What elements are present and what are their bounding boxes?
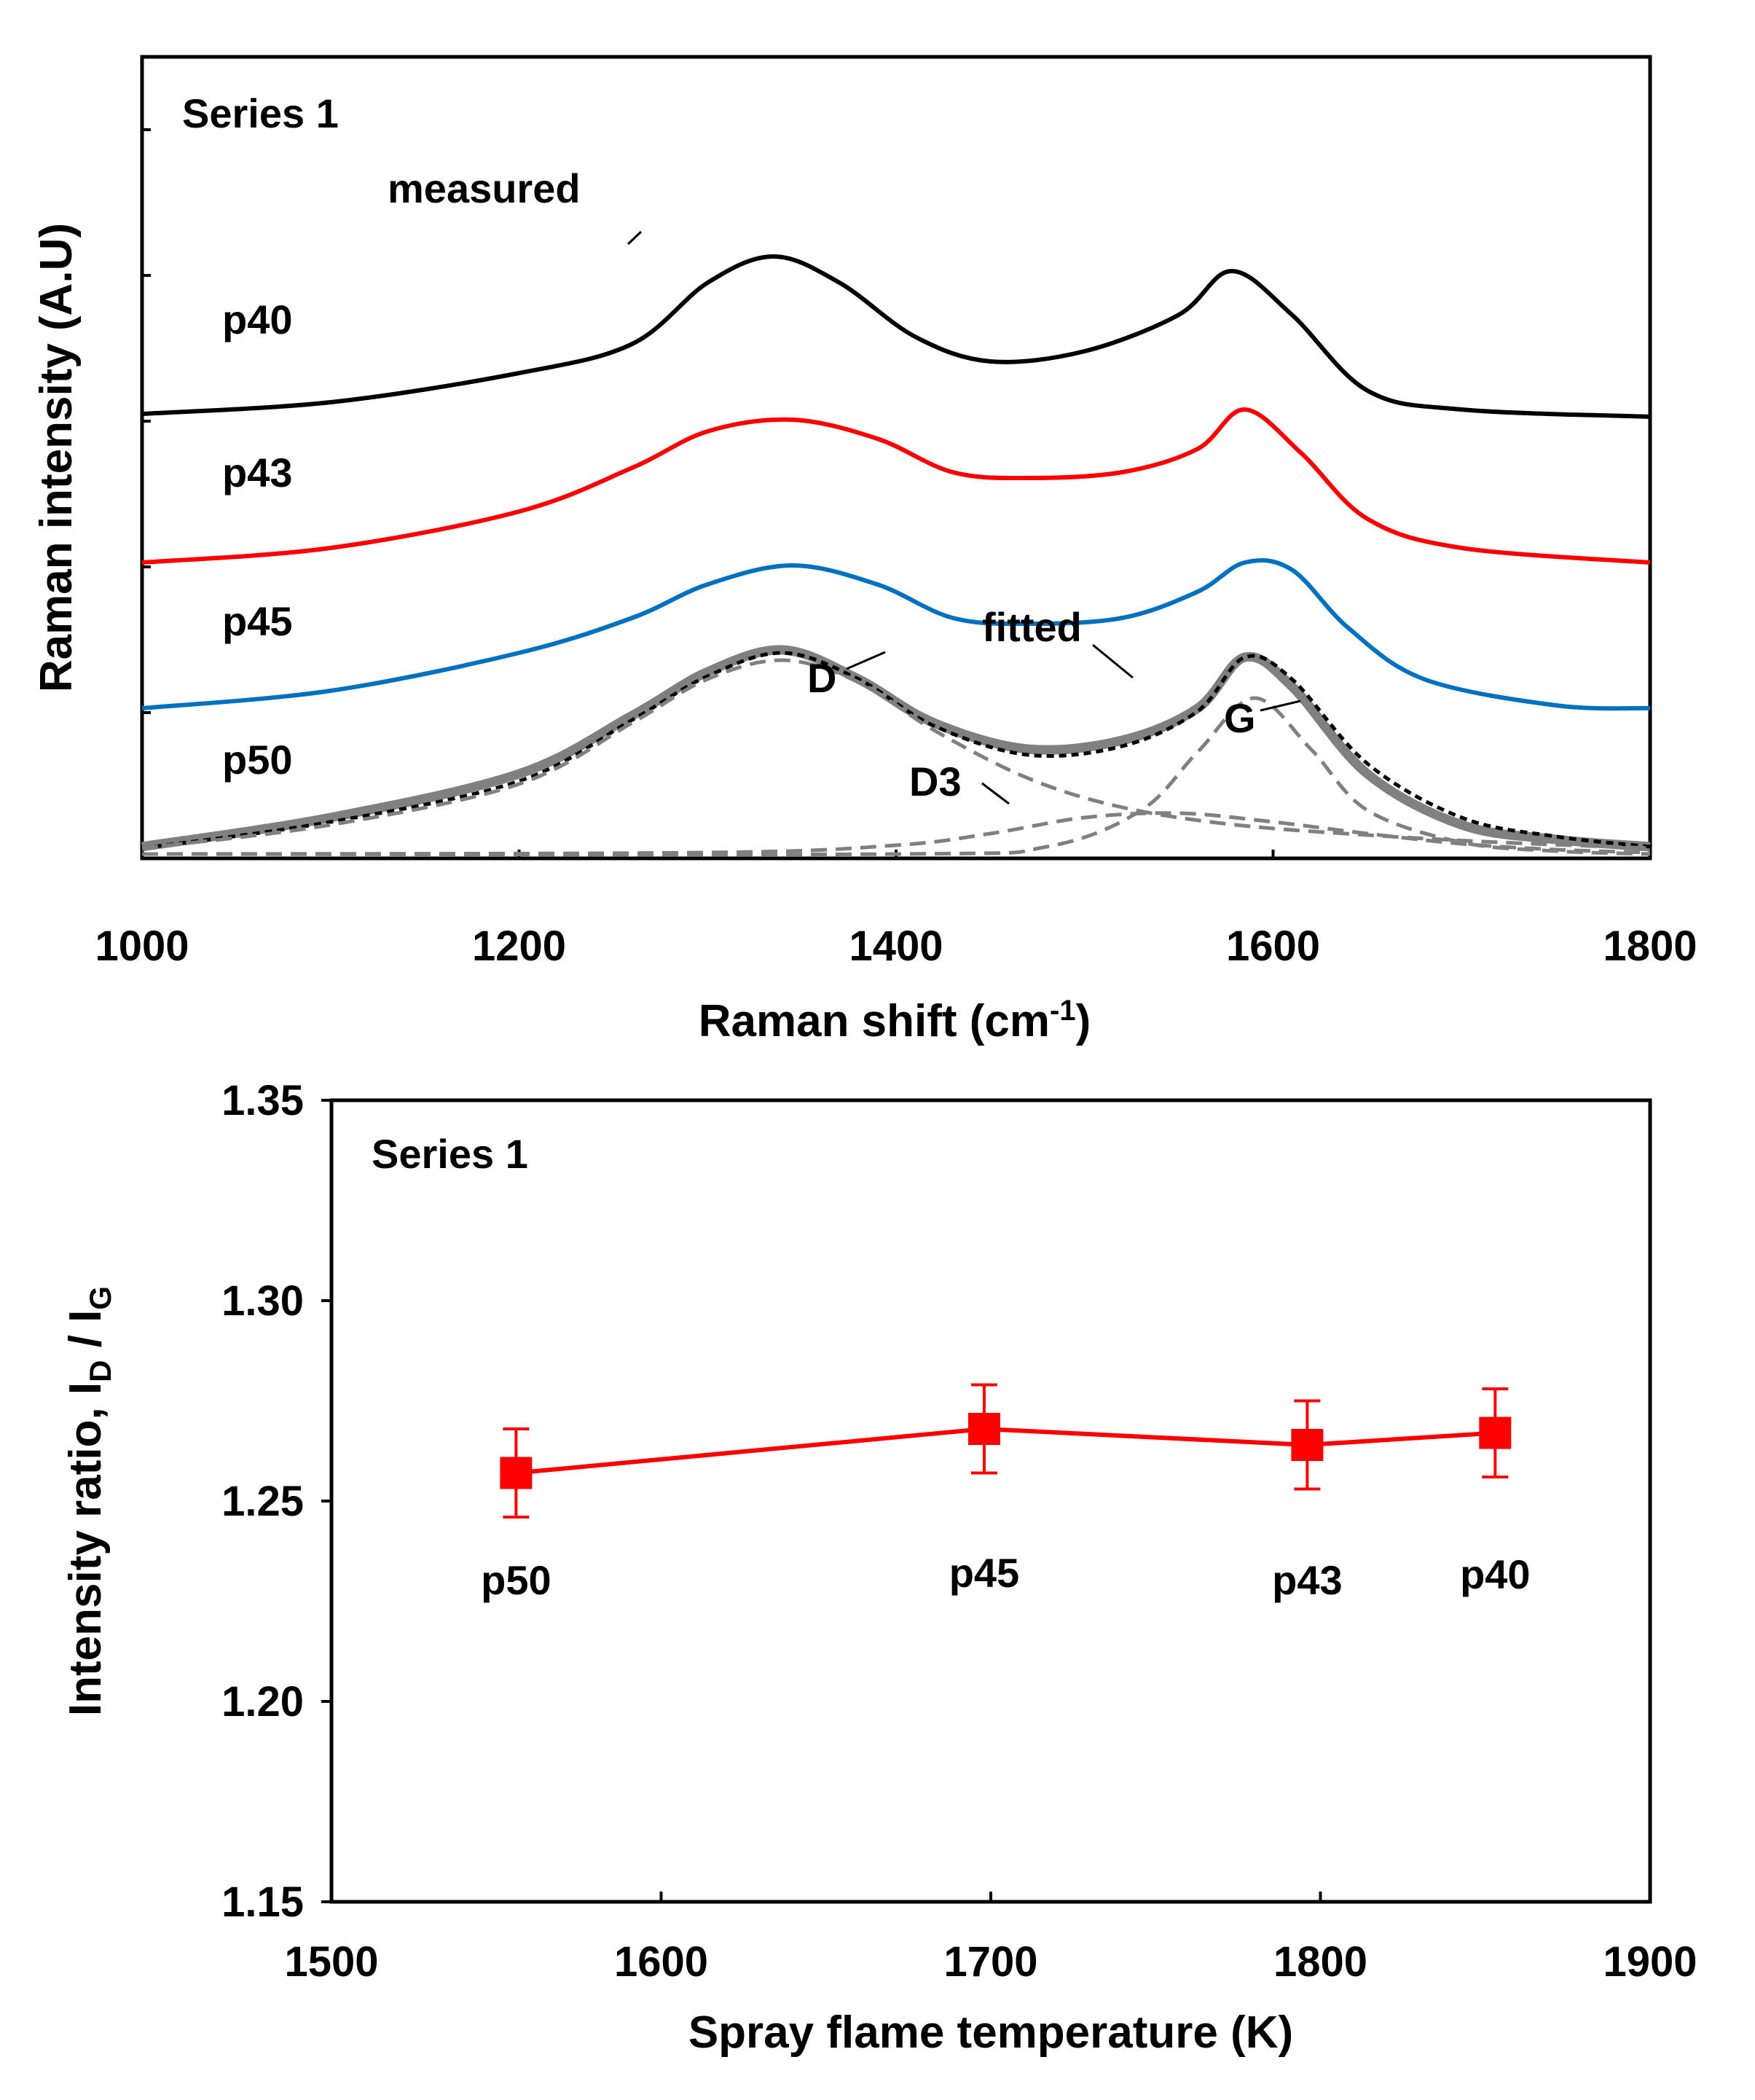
bottom-x-tick-label: 1600 (614, 1938, 708, 1986)
annotation-fitted-leader (1092, 643, 1134, 679)
series-line-p43 (141, 407, 1651, 565)
bottom-x-tick-label: 1700 (943, 1938, 1037, 1986)
intensity-ratio-chart: 1.15 1.20 1.25 1.30 1.35 1500 1600 1700 1800 190… (60, 1077, 1697, 2058)
annotation-measured: measured (388, 165, 581, 211)
top-x-tick-label: 1000 (95, 922, 189, 970)
bottom-x-tick-label: 1500 (284, 1938, 378, 1986)
raman-spectra-chart: 1000 1200 1400 1600 1800 Series 1 p40 p43 p4… (31, 55, 1697, 1046)
bottom-y-tick-label: 1.35 (221, 1077, 304, 1124)
top-curves (141, 254, 1651, 857)
data-point-p50 (500, 1457, 533, 1489)
series-line-D3 (141, 811, 1651, 856)
series-line-G (141, 696, 1651, 857)
data-point-p43 (1291, 1429, 1324, 1461)
series-label-p50: p50 (222, 737, 293, 783)
annotation-G: G (1224, 695, 1256, 741)
series-label-p45: p45 (222, 598, 293, 644)
bottom-x-tick-label: 1800 (1273, 1938, 1367, 1986)
series-line-D (141, 658, 1651, 850)
top-y-ticks (142, 128, 151, 714)
top-panel-label: Series 1 (182, 90, 339, 136)
annotation-G-leader (1260, 700, 1301, 712)
top-y-axis-title: Raman intensity (A.U) (31, 223, 82, 692)
point-label-p40: p40 (1460, 1551, 1531, 1597)
series-line-p40 (141, 254, 1651, 419)
bottom-x-axis-title: Spray flame temperature (K) (688, 2007, 1293, 2058)
bottom-x-tick-label: 1900 (1603, 1938, 1697, 1986)
bottom-series: p50 p45 p43 p40 (481, 1383, 1531, 1603)
series-label-p40: p40 (222, 297, 293, 342)
annotation-fitted: fitted (982, 604, 1082, 650)
bottom-y-tick-label: 1.25 (221, 1478, 304, 1525)
top-x-ticks: 1000 1200 1400 1600 1800 (95, 850, 1697, 970)
top-x-tick-label: 1600 (1226, 922, 1320, 970)
annotation-D: D (807, 655, 836, 701)
point-label-p43: p43 (1272, 1557, 1343, 1603)
top-x-tick-label: 1800 (1603, 922, 1697, 970)
ratio-line (516, 1426, 1496, 1476)
bottom-y-axis-title: Intensity ratio, ID / IG (60, 1286, 117, 1716)
bottom-x-ticks: 1500 1600 1700 1800 1900 (284, 1892, 1697, 1986)
point-label-p50: p50 (481, 1557, 551, 1603)
series-label-p43: p43 (222, 450, 293, 495)
top-x-axis-title: Raman shift (cm-1) (699, 995, 1091, 1046)
series-line-p50-measured (141, 645, 1651, 852)
top-x-tick-label: 1200 (472, 922, 566, 970)
bottom-y-tick-label: 1.30 (221, 1277, 304, 1325)
annotation-measured-leader (627, 230, 643, 246)
series-line-p45 (141, 558, 1651, 711)
top-x-tick-label: 1400 (849, 922, 943, 970)
annotation-D3: D3 (909, 759, 962, 804)
bottom-y-ticks: 1.15 1.20 1.25 1.30 1.35 (221, 1077, 331, 1926)
bottom-y-tick-label: 1.15 (221, 1878, 304, 1926)
series-line-p50-fitted (141, 651, 1651, 850)
bottom-y-tick-label: 1.20 (221, 1678, 304, 1725)
point-label-p45: p45 (949, 1550, 1020, 1596)
bottom-plot-frame (329, 1098, 1652, 1904)
top-plot-frame (140, 55, 1652, 861)
annotation-D-leader (846, 651, 886, 670)
annotation-D3-leader (981, 782, 1010, 805)
data-point-p40 (1479, 1417, 1512, 1449)
bottom-panel-label: Series 1 (372, 1131, 528, 1177)
data-point-p45 (967, 1413, 1000, 1445)
